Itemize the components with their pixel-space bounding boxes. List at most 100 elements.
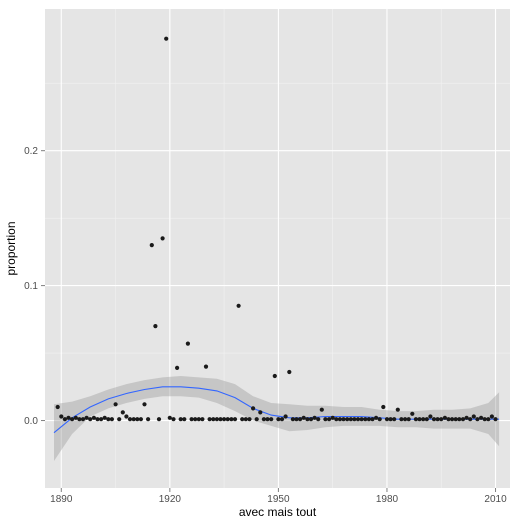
data-points	[55, 36, 498, 422]
data-point	[312, 415, 317, 420]
data-point	[207, 417, 212, 422]
data-point	[261, 417, 266, 422]
x-tick-label: 1950	[267, 494, 290, 505]
data-point	[374, 415, 379, 420]
data-point	[421, 417, 426, 422]
data-point	[308, 417, 314, 422]
data-point	[225, 417, 230, 422]
data-point	[236, 303, 241, 308]
data-point	[279, 417, 285, 422]
data-point	[457, 417, 462, 422]
data-point	[381, 404, 386, 410]
data-point	[196, 417, 201, 422]
data-point	[471, 414, 476, 419]
data-point	[62, 417, 67, 422]
data-point	[142, 402, 147, 407]
data-point	[258, 410, 263, 415]
data-point	[395, 407, 400, 412]
data-point	[84, 415, 89, 420]
data-point	[113, 402, 118, 407]
data-point	[403, 417, 408, 422]
data-point	[77, 417, 82, 422]
data-point	[464, 415, 469, 420]
data-point	[131, 417, 136, 422]
x-tick-label: 1890	[50, 494, 73, 505]
data-point	[91, 415, 96, 420]
data-point	[243, 417, 248, 422]
data-point	[269, 417, 274, 422]
data-point	[240, 417, 245, 422]
y-tick-label: 0.1	[24, 281, 38, 292]
data-point	[482, 417, 487, 422]
data-point	[135, 417, 140, 422]
data-point	[272, 373, 277, 379]
data-point	[410, 411, 415, 416]
data-point	[392, 417, 397, 422]
data-point	[290, 417, 295, 422]
data-point	[276, 417, 281, 422]
data-point	[388, 417, 393, 422]
data-point	[251, 406, 256, 411]
y-tick-label: 0.0	[24, 416, 38, 427]
major-gridlines	[45, 9, 510, 488]
data-point	[442, 415, 447, 420]
data-point	[120, 410, 125, 415]
data-point	[359, 417, 364, 422]
data-point	[413, 417, 418, 422]
data-point	[164, 36, 169, 41]
data-point	[363, 417, 368, 422]
data-point	[218, 417, 223, 422]
data-point	[366, 417, 371, 422]
data-point	[355, 417, 361, 422]
data-point	[431, 417, 437, 422]
data-point	[450, 417, 455, 422]
smooth-line	[53, 386, 500, 434]
data-point	[377, 417, 382, 422]
data-point	[178, 417, 183, 422]
data-point	[167, 415, 172, 420]
data-point	[479, 415, 484, 420]
data-point	[330, 415, 335, 420]
data-point	[305, 417, 310, 422]
data-point	[428, 414, 433, 419]
data-point	[146, 417, 151, 422]
data-point	[127, 417, 133, 422]
data-point	[352, 417, 357, 422]
data-point	[55, 404, 60, 410]
data-point	[175, 365, 180, 370]
data-point	[493, 417, 498, 422]
data-point	[294, 417, 299, 422]
data-point	[214, 417, 219, 422]
data-point	[95, 417, 100, 422]
data-point	[475, 417, 480, 422]
data-point	[182, 417, 187, 422]
data-point	[298, 417, 303, 422]
data-point	[370, 417, 375, 422]
data-point	[348, 417, 353, 422]
data-point	[203, 364, 209, 369]
data-point	[222, 417, 227, 422]
data-point	[106, 417, 111, 422]
data-point	[384, 417, 390, 422]
data-point	[59, 414, 64, 419]
data-point	[417, 417, 422, 422]
x-tick-label: 2010	[484, 494, 507, 505]
data-point	[446, 417, 451, 422]
data-point	[334, 417, 339, 422]
x-tick-label: 1980	[376, 494, 399, 505]
data-point	[229, 417, 234, 422]
minor-gridlines	[45, 9, 510, 488]
data-point	[156, 417, 162, 422]
data-point	[70, 417, 75, 422]
data-point	[232, 417, 238, 422]
data-point	[211, 417, 216, 422]
data-point	[171, 417, 176, 422]
data-point	[185, 341, 190, 346]
data-point	[323, 417, 328, 422]
data-point	[460, 417, 466, 422]
data-point	[301, 415, 306, 420]
data-point	[489, 414, 494, 419]
data-point	[406, 417, 411, 422]
data-point	[66, 415, 71, 420]
